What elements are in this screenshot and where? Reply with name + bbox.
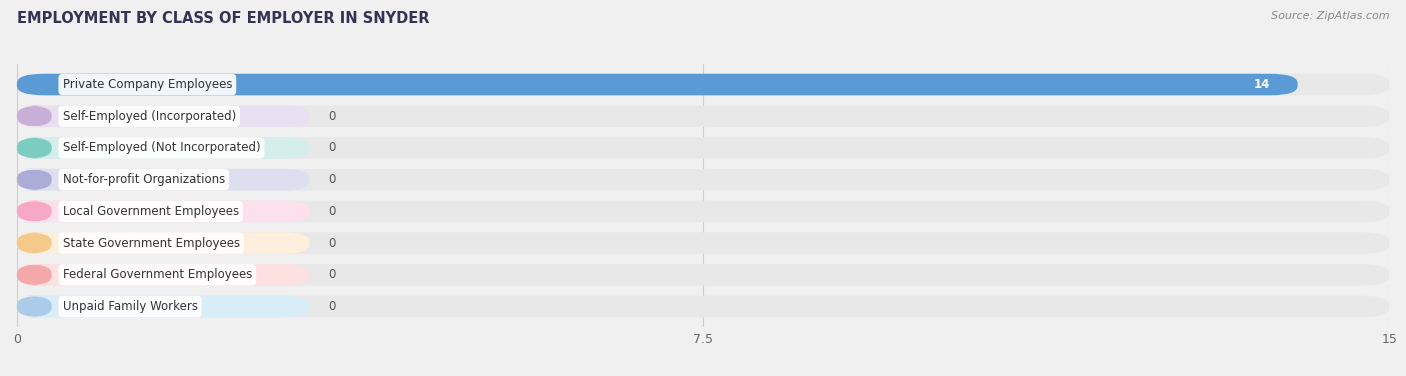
FancyBboxPatch shape [17,232,52,254]
FancyBboxPatch shape [17,264,52,286]
FancyBboxPatch shape [17,264,309,286]
Text: 0: 0 [328,237,335,250]
Text: 0: 0 [328,110,335,123]
FancyBboxPatch shape [17,169,1389,191]
Text: 14: 14 [1254,78,1270,91]
Text: Self-Employed (Incorporated): Self-Employed (Incorporated) [63,110,236,123]
FancyBboxPatch shape [17,105,309,127]
FancyBboxPatch shape [17,74,1389,95]
Text: Self-Employed (Not Incorporated): Self-Employed (Not Incorporated) [63,141,260,155]
FancyBboxPatch shape [17,74,1298,95]
FancyBboxPatch shape [17,296,52,317]
FancyBboxPatch shape [17,200,52,222]
FancyBboxPatch shape [17,296,1389,317]
Text: Private Company Employees: Private Company Employees [63,78,232,91]
FancyBboxPatch shape [17,200,1389,222]
FancyBboxPatch shape [17,200,309,222]
Text: 0: 0 [328,300,335,313]
Text: 0: 0 [328,205,335,218]
FancyBboxPatch shape [17,137,309,159]
FancyBboxPatch shape [17,105,1389,127]
FancyBboxPatch shape [17,264,1389,286]
FancyBboxPatch shape [17,296,309,317]
FancyBboxPatch shape [17,232,1389,254]
FancyBboxPatch shape [17,137,52,159]
Text: Local Government Employees: Local Government Employees [63,205,239,218]
Text: Source: ZipAtlas.com: Source: ZipAtlas.com [1271,11,1389,21]
Text: 0: 0 [328,268,335,281]
Text: EMPLOYMENT BY CLASS OF EMPLOYER IN SNYDER: EMPLOYMENT BY CLASS OF EMPLOYER IN SNYDE… [17,11,429,26]
Text: Unpaid Family Workers: Unpaid Family Workers [63,300,198,313]
Text: Not-for-profit Organizations: Not-for-profit Organizations [63,173,225,186]
FancyBboxPatch shape [17,105,52,127]
FancyBboxPatch shape [17,232,309,254]
FancyBboxPatch shape [17,137,1389,159]
Text: Federal Government Employees: Federal Government Employees [63,268,252,281]
FancyBboxPatch shape [17,169,52,191]
FancyBboxPatch shape [17,169,309,191]
Text: 0: 0 [328,141,335,155]
Text: 0: 0 [328,173,335,186]
Text: State Government Employees: State Government Employees [63,237,240,250]
